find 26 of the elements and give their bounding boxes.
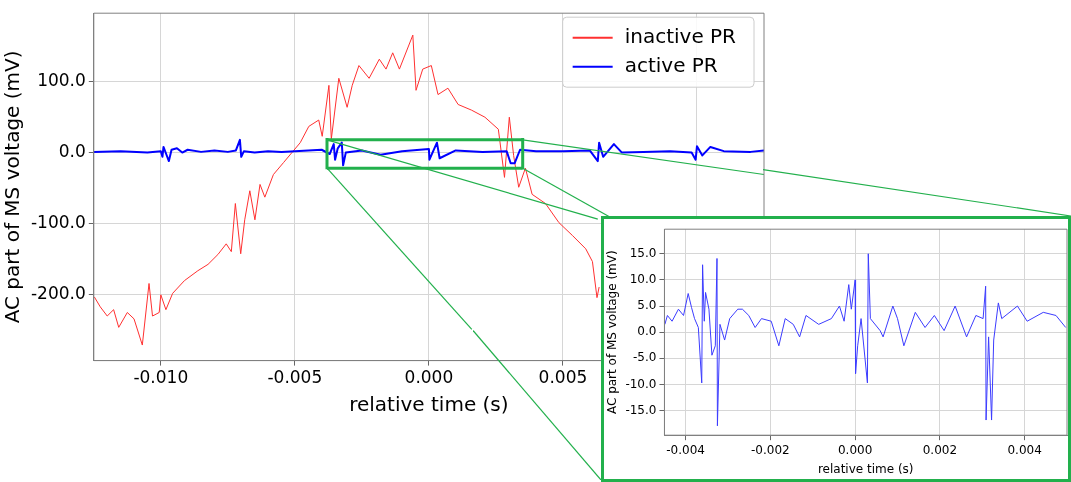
- x-tick-label: 0.004: [1007, 442, 1042, 457]
- legend-label: active PR: [624, 52, 718, 77]
- x-tick-label: -0.005: [267, 367, 323, 388]
- y-tick-label: 0.0: [637, 324, 657, 339]
- y-tick-label: 0.0: [58, 141, 86, 162]
- y-tick-label: 100.0: [37, 70, 86, 91]
- y-tick-label: 15.0: [629, 245, 657, 260]
- y-tick-label: -200.0: [30, 282, 86, 303]
- y-tick-label: -5.0: [633, 350, 657, 365]
- x-tick-label: -0.010: [133, 367, 189, 388]
- x-tick-label: -0.002: [751, 442, 790, 457]
- y-tick-label: -15.0: [625, 402, 657, 417]
- y-axis-title: AC part of MS voltage (mV): [0, 50, 25, 324]
- x-tick-label: 0.005: [538, 367, 588, 388]
- x-tick-label: 0.000: [837, 442, 873, 457]
- x-tick-label: 0.002: [922, 442, 958, 457]
- y-tick-label: -100.0: [30, 211, 86, 232]
- x-tick-label: -0.004: [666, 442, 705, 457]
- y-axis-title: AC part of MS voltage (mV): [605, 250, 620, 415]
- x-tick-label: 0.000: [404, 367, 454, 388]
- legend-label: inactive PR: [624, 23, 737, 48]
- y-tick-label: 5.0: [637, 298, 657, 313]
- y-tick-label: -10.0: [625, 376, 657, 391]
- x-axis-title: relative time (s): [817, 461, 914, 476]
- x-axis-title: relative time (s): [349, 392, 509, 417]
- y-tick-label: 10.0: [629, 272, 657, 287]
